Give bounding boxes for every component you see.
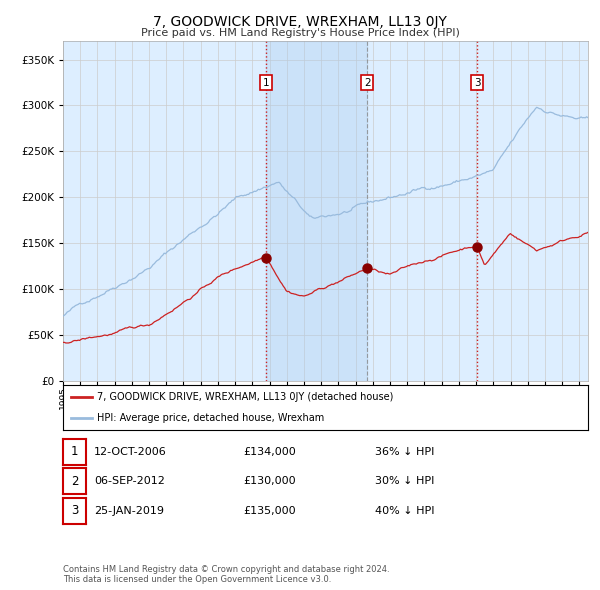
Text: 36% ↓ HPI: 36% ↓ HPI <box>375 447 434 457</box>
Text: 2: 2 <box>364 77 371 87</box>
Text: 1: 1 <box>263 77 269 87</box>
Text: 06-SEP-2012: 06-SEP-2012 <box>94 477 165 486</box>
Text: 7, GOODWICK DRIVE, WREXHAM, LL13 0JY: 7, GOODWICK DRIVE, WREXHAM, LL13 0JY <box>153 15 447 29</box>
Text: 3: 3 <box>474 77 481 87</box>
Text: 12-OCT-2006: 12-OCT-2006 <box>94 447 167 457</box>
Text: 3: 3 <box>71 504 78 517</box>
Text: 30% ↓ HPI: 30% ↓ HPI <box>375 477 434 486</box>
Text: £130,000: £130,000 <box>243 477 296 486</box>
Text: £134,000: £134,000 <box>243 447 296 457</box>
Text: HPI: Average price, detached house, Wrexham: HPI: Average price, detached house, Wrex… <box>97 412 325 422</box>
Text: 2: 2 <box>71 475 78 488</box>
Text: 7, GOODWICK DRIVE, WREXHAM, LL13 0JY (detached house): 7, GOODWICK DRIVE, WREXHAM, LL13 0JY (de… <box>97 392 394 402</box>
Bar <box>266 41 367 381</box>
Text: Contains HM Land Registry data © Crown copyright and database right 2024.
This d: Contains HM Land Registry data © Crown c… <box>63 565 389 584</box>
Text: 1: 1 <box>71 445 78 458</box>
Text: £135,000: £135,000 <box>243 506 296 516</box>
Text: 40% ↓ HPI: 40% ↓ HPI <box>375 506 434 516</box>
Text: Price paid vs. HM Land Registry's House Price Index (HPI): Price paid vs. HM Land Registry's House … <box>140 28 460 38</box>
Text: 25-JAN-2019: 25-JAN-2019 <box>94 506 164 516</box>
